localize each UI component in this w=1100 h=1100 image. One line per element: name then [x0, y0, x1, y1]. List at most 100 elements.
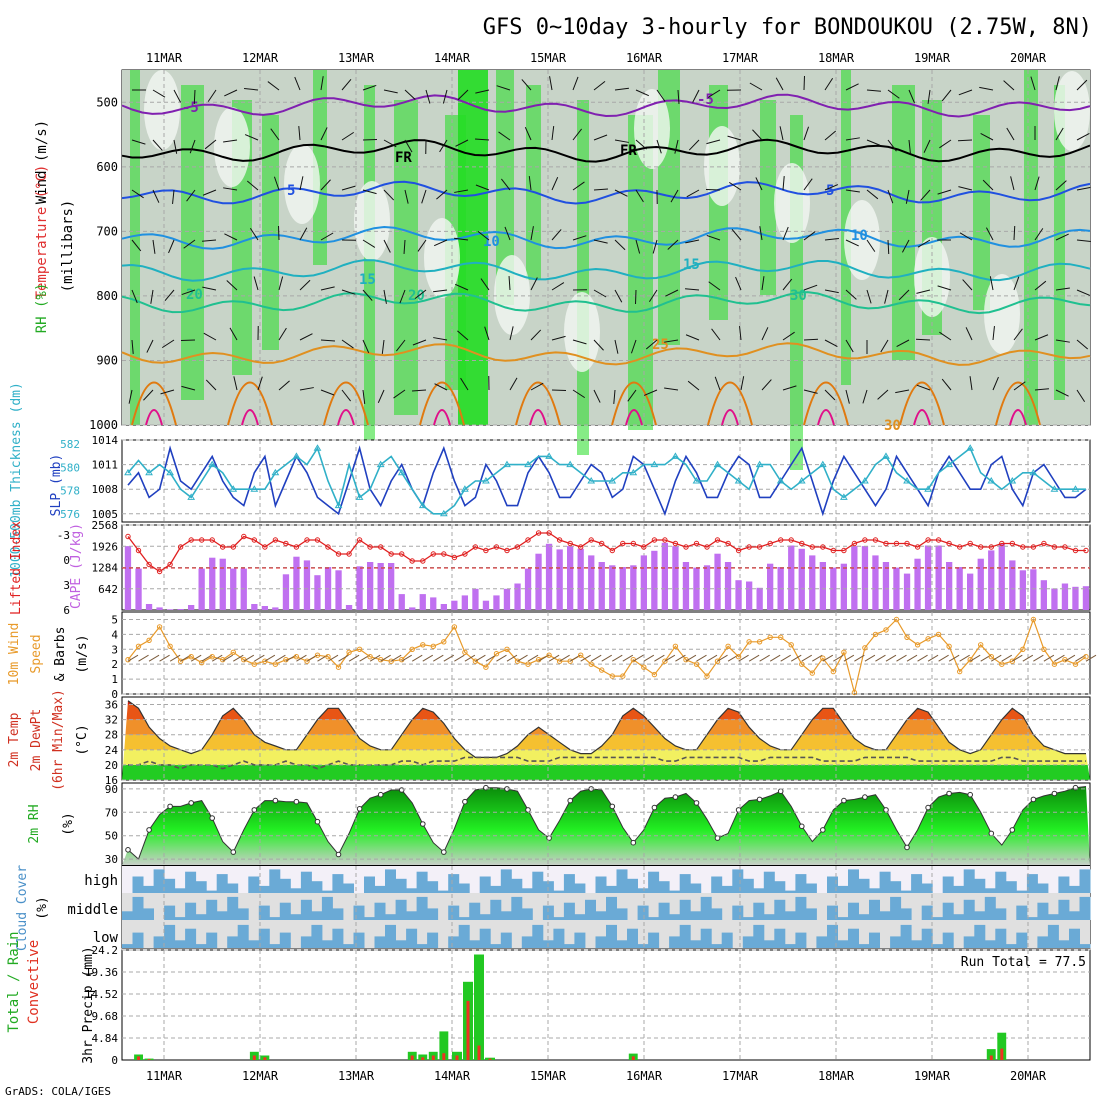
- wind-barb: [969, 376, 973, 391]
- cloud-mid-cell: [984, 896, 996, 920]
- cloud-level-label: high: [84, 873, 118, 889]
- cape-bar: [893, 567, 900, 610]
- precip-conv-bar: [631, 1056, 635, 1060]
- wind-barb: [614, 189, 628, 197]
- rh-point: [630, 839, 637, 846]
- cape-bar: [198, 568, 205, 610]
- wind-barb: [866, 89, 881, 92]
- wind-barb: [244, 88, 259, 91]
- lifted-index-point: [609, 547, 615, 554]
- cape-bar: [419, 594, 426, 610]
- lifted-index-point: [767, 540, 773, 547]
- cloud-low-cell: [574, 932, 586, 948]
- thickness-point: [755, 460, 764, 468]
- wind-barb: [957, 139, 973, 142]
- cloud-mid-cell: [1069, 911, 1080, 920]
- lifted-index-point: [399, 551, 405, 557]
- cloud-low-cell: [984, 940, 996, 948]
- cape-bar: [135, 568, 142, 610]
- contour-label: -5: [182, 100, 199, 116]
- lifted-index-point: [978, 544, 984, 550]
- rh-line: [127, 786, 1087, 860]
- wind-barb: [749, 82, 763, 91]
- wind10-barb: [780, 654, 791, 662]
- wind-barb: [613, 389, 616, 404]
- rh-point: [462, 798, 468, 805]
- wind10-point: [230, 649, 237, 655]
- cloud-low-cell: [269, 944, 281, 948]
- cape-bar: [756, 587, 763, 610]
- wind-barb: [905, 189, 910, 204]
- cloud-high-cell: [269, 869, 281, 893]
- wind-barb: [923, 139, 931, 153]
- wind10-barb: [759, 654, 770, 662]
- wind-barb: [572, 235, 587, 241]
- wind-barb: [455, 283, 469, 291]
- precip-conv-bar: [455, 1055, 459, 1060]
- wind10-point: [251, 661, 258, 667]
- cloud-level-label: low: [93, 930, 119, 946]
- thickness-point: [355, 493, 364, 500]
- wind-barb: [1055, 389, 1069, 397]
- cape-bar: [714, 553, 721, 610]
- axis-label-rh: RH (%): [34, 283, 50, 334]
- wind-barb: [403, 239, 406, 255]
- wind-barb: [484, 326, 490, 341]
- wind-barb: [707, 89, 721, 98]
- isotherm-10: [121, 225, 1091, 250]
- lifted-index-point: [472, 544, 479, 550]
- tick-label: 50: [105, 830, 118, 843]
- wind10-point: [841, 649, 847, 655]
- axis-label-cloud: Cloud Cover: [15, 865, 30, 951]
- cloud-mid-cell: [890, 896, 902, 920]
- cloud-high-cell: [427, 881, 439, 893]
- wind10-point: [862, 645, 868, 651]
- wind10-point: [935, 631, 942, 638]
- rh-area: [122, 786, 1090, 865]
- cloud-high-cell: [563, 874, 575, 893]
- cape-bar: [314, 575, 321, 610]
- thickness-point: [271, 468, 280, 476]
- thickness-point: [145, 468, 153, 476]
- wind10-line: [127, 617, 1087, 693]
- cloud-mid-cell: [269, 917, 281, 920]
- cloud-low-cell: [942, 932, 954, 948]
- wind-barb: [572, 339, 587, 345]
- wind-barb: [992, 326, 995, 341]
- cape-bar: [356, 566, 363, 610]
- cloud-level-label: middle: [67, 902, 118, 918]
- tick-label: 36: [105, 699, 118, 712]
- cloud-high-cell: [395, 878, 407, 893]
- wind-barb: [411, 389, 427, 392]
- wind10-point: [1020, 646, 1026, 652]
- rh-dry-patch: [284, 144, 320, 224]
- wind-barb: [383, 289, 387, 304]
- cape-bar: [167, 609, 174, 610]
- lifted-index-point: [841, 547, 847, 554]
- wind-barb: [1034, 176, 1040, 191]
- cloud-mid-cell: [900, 908, 912, 920]
- wind10-point: [620, 673, 626, 679]
- axis-label-units: (millibars): [60, 200, 76, 293]
- cloud-mid-cell: [637, 905, 649, 920]
- wind-barb: [614, 239, 626, 251]
- wind10-point: [272, 661, 279, 667]
- wind-barb: [299, 279, 311, 291]
- cloud-high-cell: [290, 888, 302, 893]
- wind-barb: [916, 289, 931, 294]
- wind-barb: [727, 135, 742, 141]
- wind-barb: [711, 328, 721, 341]
- cloud-low-cell: [374, 936, 386, 948]
- cloud-high-cell: [374, 885, 386, 893]
- lifted-index-point: [325, 544, 331, 550]
- cloud-low-cell: [1058, 940, 1070, 948]
- axis-label-lifted: Lifted Index: [9, 521, 24, 615]
- wind10-barb: [485, 654, 497, 662]
- cloud-low-cell: [637, 944, 649, 948]
- cloud-mid-cell: [353, 905, 365, 920]
- cape-bar: [1051, 588, 1058, 610]
- wind10-point: [388, 658, 394, 664]
- thickness-point: [608, 477, 617, 484]
- wind-barb: [887, 189, 894, 204]
- cloud-high-cell: [1005, 881, 1017, 893]
